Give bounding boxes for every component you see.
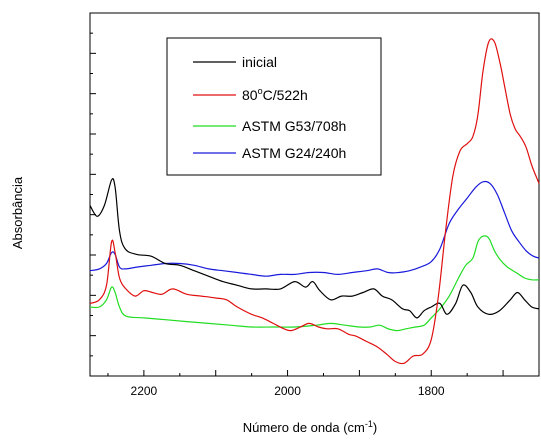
- series-lines: [89, 38, 540, 365]
- legend-label-inicial: inicial: [242, 54, 277, 70]
- legend-label-g53: ASTM G53/708h: [242, 118, 346, 134]
- y-axis-title: Absorbância: [10, 176, 25, 249]
- x-tick-label: 1800: [418, 384, 445, 398]
- series-line-3: [89, 180, 540, 277]
- legend-label-g24: ASTM G24/240h: [242, 145, 346, 161]
- x-axis-ticks: 2200 2000 1800: [107, 370, 540, 398]
- y-axis-ticks: [90, 12, 96, 377]
- x-tick-label: 2200: [131, 384, 158, 398]
- x-tick-label: 2000: [274, 384, 301, 398]
- series-line-0: [89, 178, 540, 319]
- series-line-2: [89, 235, 540, 332]
- legend: inicial 80oC/522h ASTM G53/708h ASTM G24…: [166, 37, 382, 176]
- legend-box: [166, 37, 382, 176]
- series-line-1: [89, 38, 540, 365]
- x-axis-title: Número de onda (cm-1): [243, 419, 377, 435]
- legend-label-80c: 80oC/522h: [242, 86, 308, 103]
